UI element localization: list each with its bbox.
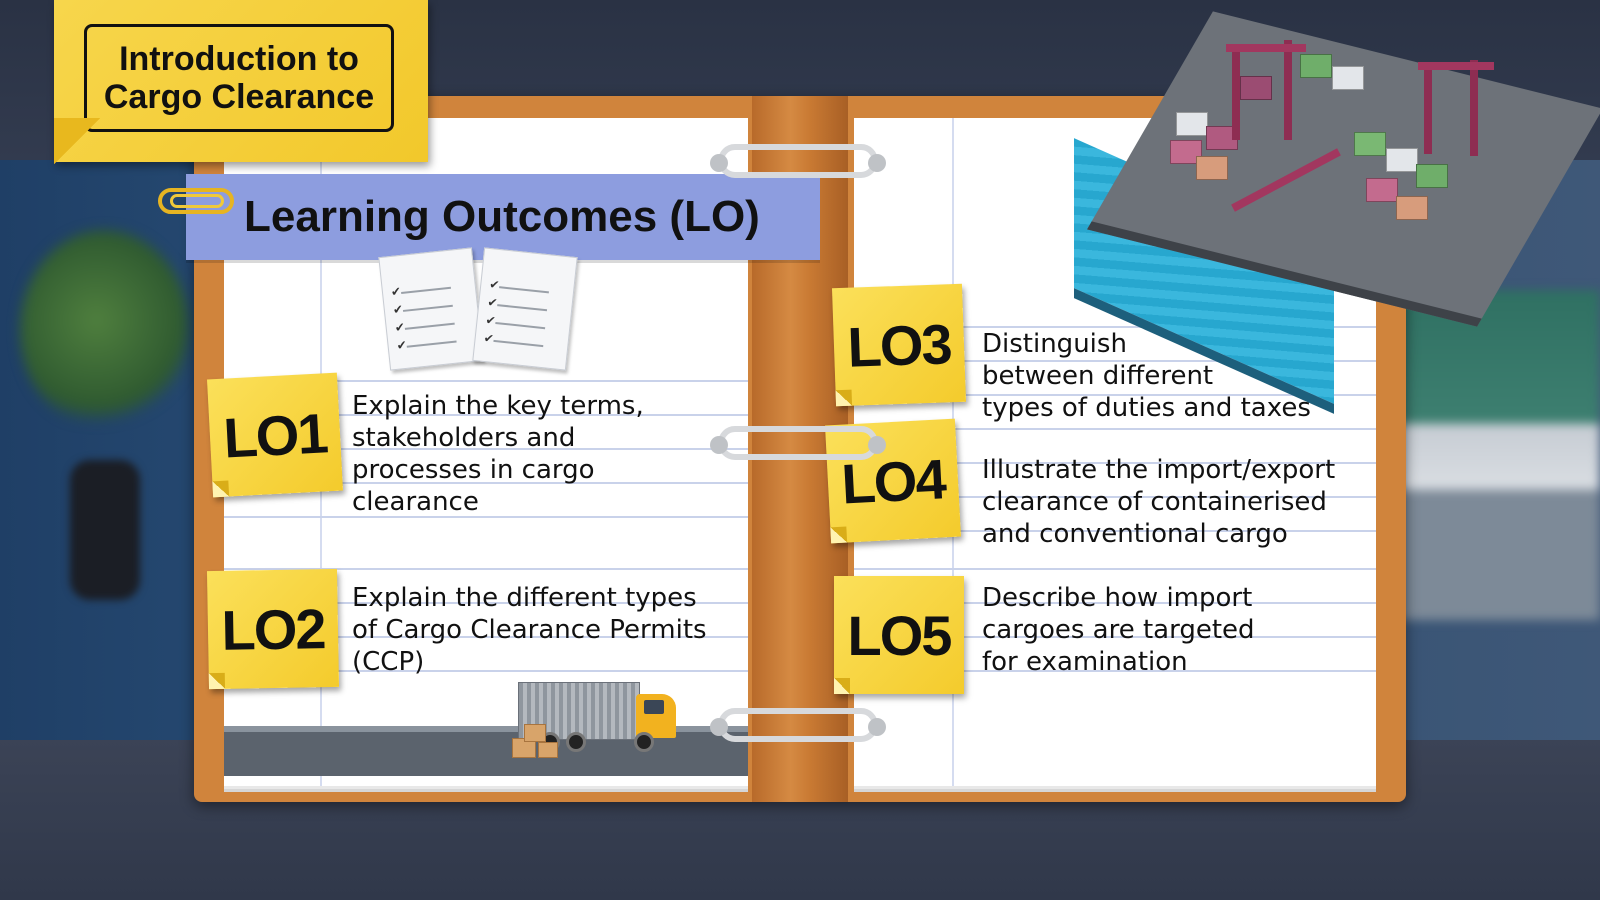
rule-line	[224, 448, 748, 450]
binder-ring	[710, 708, 886, 742]
rule-line	[224, 602, 748, 604]
rule-line	[224, 568, 748, 570]
container-icon	[1300, 54, 1332, 78]
container-icon	[1366, 178, 1398, 202]
rule-line	[854, 636, 1376, 638]
lo1-note: LO1	[207, 372, 343, 498]
container-icon	[1386, 148, 1418, 172]
plant-pot-decoration	[70, 460, 140, 600]
rule-line	[854, 360, 1376, 362]
checklist-line	[402, 304, 453, 312]
road-edge	[224, 726, 748, 732]
rule-line	[854, 602, 1376, 604]
checklist-line	[404, 322, 455, 330]
container-icon	[1416, 164, 1448, 188]
section-banner: Learning Outcomes (LO)	[186, 174, 820, 260]
rule-line	[854, 530, 1376, 532]
rule-line	[854, 326, 1376, 328]
lo2-label: LO2	[220, 596, 325, 662]
lo5-note: LO5	[834, 576, 964, 694]
lo1-description: Explain the key terms, stakeholders and …	[352, 391, 644, 517]
rule-line	[854, 568, 1376, 570]
lo3-description: Distinguish between different types of d…	[982, 329, 1311, 423]
crane-leg	[1470, 60, 1478, 156]
rule-line	[224, 636, 748, 638]
title-note-fold	[54, 118, 100, 164]
rule-line	[224, 482, 748, 484]
checklist-icon: ✔ ✔ ✔ ✔	[378, 247, 484, 371]
lo5-description: Describe how import cargoes are targeted…	[982, 583, 1255, 677]
binder-ring	[710, 144, 886, 178]
truck-wheel	[566, 732, 586, 752]
checklist-line	[497, 304, 548, 312]
title-note: Introduction to Cargo Clearance	[54, 0, 428, 162]
plant-decoration	[20, 230, 190, 430]
check-mark-icon: ✔	[486, 295, 499, 311]
container-icon	[1240, 76, 1272, 100]
rule-line	[224, 516, 748, 518]
crane-leg	[1284, 40, 1292, 140]
crane-leg	[1232, 50, 1240, 140]
lo1-label: LO1	[221, 400, 329, 470]
checklist-line	[493, 339, 544, 348]
crane-beam	[1226, 44, 1306, 52]
container-icon	[1354, 132, 1386, 156]
rule-line	[224, 670, 748, 672]
container-icon	[1176, 112, 1208, 136]
checklist-line	[495, 321, 546, 330]
lo2-note: LO2	[206, 568, 340, 690]
paperclip-icon	[158, 188, 234, 214]
rule-line	[854, 394, 1376, 396]
rule-line	[854, 496, 1376, 498]
desk-decoration	[1400, 290, 1600, 620]
rule-line	[224, 414, 748, 416]
cargo-box-icon	[524, 724, 546, 742]
binder-ring	[710, 426, 886, 460]
crane-beam	[1418, 62, 1494, 70]
container-icon	[1396, 196, 1428, 220]
lo5-label: LO5	[847, 603, 953, 667]
truck-window	[644, 700, 664, 714]
checklist-line	[499, 286, 549, 294]
lo2-description: Explain the different types of Cargo Cle…	[352, 583, 707, 677]
rule-line	[854, 462, 1376, 464]
container-icon	[1332, 66, 1364, 90]
page-title: Introduction to Cargo Clearance	[103, 40, 375, 116]
check-mark-icon: ✔	[488, 277, 501, 293]
paperclip-inner	[170, 194, 224, 208]
check-mark-icon: ✔	[484, 312, 497, 328]
cargo-box-icon	[538, 742, 558, 758]
lo3-note: LO3	[831, 283, 967, 407]
rule-line	[854, 670, 1376, 672]
crane-leg	[1424, 68, 1432, 154]
lo3-label: LO3	[846, 311, 952, 379]
road	[224, 732, 748, 776]
checklist-line	[401, 286, 451, 295]
checklist-icon: ✔ ✔ ✔ ✔	[472, 247, 578, 371]
truck-wheel	[634, 732, 654, 752]
title-frame: Introduction to Cargo Clearance	[84, 24, 394, 132]
container-icon	[1196, 156, 1228, 180]
rule-line	[854, 428, 1376, 430]
checklist-line	[406, 340, 457, 348]
lo4-description: Illustrate the import/export clearance o…	[982, 455, 1336, 549]
check-mark-icon: ✔	[483, 330, 495, 346]
section-title: Learning Outcomes (LO)	[244, 192, 760, 241]
rule-line	[224, 380, 748, 382]
